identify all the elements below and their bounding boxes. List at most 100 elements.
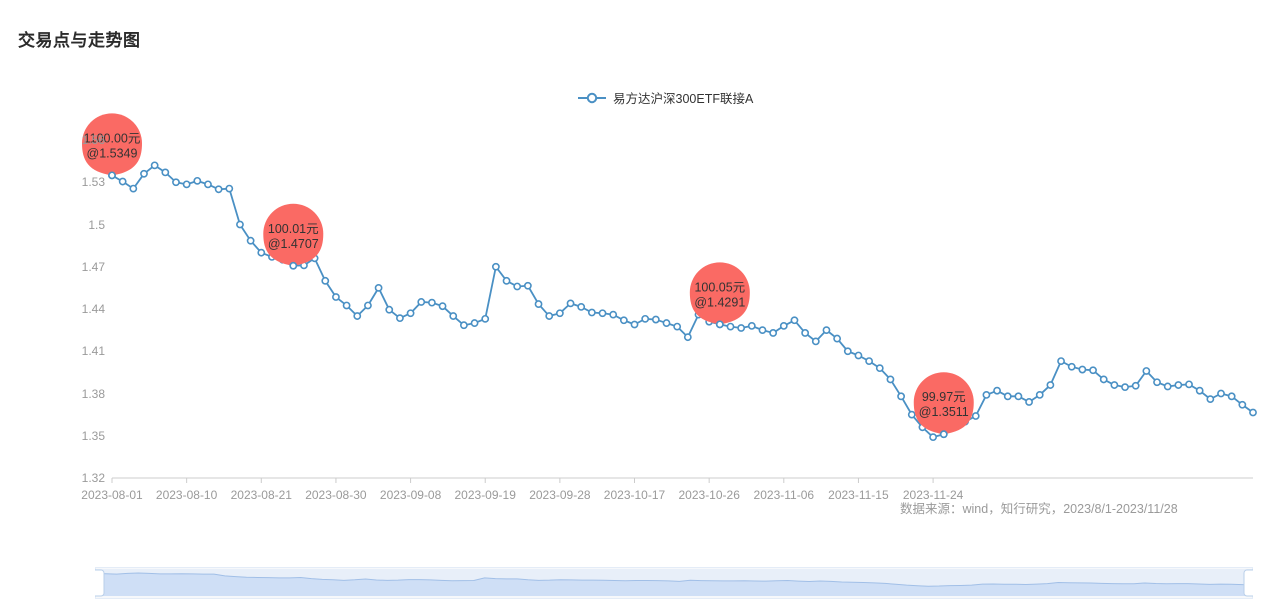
data-point[interactable]	[257, 248, 266, 257]
data-point[interactable]	[875, 364, 884, 373]
data-point[interactable]	[1131, 381, 1140, 390]
data-point[interactable]	[406, 309, 415, 318]
data-point[interactable]	[246, 236, 255, 245]
data-point[interactable]	[758, 326, 767, 335]
data-point[interactable]	[396, 314, 404, 323]
data-point[interactable]	[491, 262, 500, 271]
trade-marker-pin[interactable]: 100.05元@1.4291	[689, 262, 750, 325]
data-point[interactable]	[982, 391, 991, 399]
trade-marker-pin[interactable]: 100.01元@1.4707	[263, 203, 324, 266]
data-point[interactable]	[1185, 380, 1193, 389]
trade-marker-pin[interactable]: 99.97元@1.3511	[913, 372, 974, 435]
data-point[interactable]	[545, 312, 554, 320]
data-point[interactable]	[182, 180, 191, 189]
data-point[interactable]	[854, 351, 863, 360]
data-point[interactable]	[1003, 392, 1012, 401]
data-point[interactable]	[779, 321, 788, 330]
data-point[interactable]	[897, 392, 905, 401]
data-point[interactable]	[534, 300, 543, 308]
trade-anchor-point[interactable]	[108, 171, 116, 180]
data-point[interactable]	[523, 281, 532, 290]
data-point[interactable]	[747, 321, 756, 330]
data-point[interactable]	[214, 185, 223, 194]
data-point[interactable]	[833, 334, 842, 343]
trade-marker-pin[interactable]: 1100.00元@1.5349	[82, 113, 142, 176]
data-point[interactable]	[673, 322, 682, 331]
data-point[interactable]	[726, 322, 735, 331]
data-point[interactable]	[417, 298, 426, 306]
data-point[interactable]	[1067, 362, 1076, 371]
data-point[interactable]	[630, 320, 639, 329]
trade-anchor-point[interactable]	[289, 261, 298, 270]
data-point[interactable]	[555, 309, 564, 318]
data-point[interactable]	[1227, 392, 1236, 401]
data-point[interactable]	[929, 433, 937, 442]
datazoom-slider[interactable]	[95, 567, 1253, 599]
data-point[interactable]	[225, 184, 234, 193]
data-point[interactable]	[150, 161, 159, 170]
data-point[interactable]	[662, 319, 671, 327]
data-point[interactable]	[118, 177, 127, 186]
data-point[interactable]	[481, 314, 490, 323]
data-point[interactable]	[459, 321, 468, 330]
data-point[interactable]	[374, 283, 383, 292]
data-point[interactable]	[1046, 381, 1055, 389]
data-point[interactable]	[1238, 400, 1247, 409]
data-point[interactable]	[140, 169, 148, 178]
data-point[interactable]	[428, 298, 436, 307]
data-point[interactable]	[843, 347, 852, 356]
data-point[interactable]	[449, 312, 458, 320]
data-point[interactable]	[865, 357, 874, 366]
data-point[interactable]	[811, 337, 820, 346]
data-point[interactable]	[886, 375, 895, 384]
data-point[interactable]	[822, 326, 831, 335]
data-point[interactable]	[204, 180, 212, 189]
data-point[interactable]	[161, 168, 170, 177]
data-point[interactable]	[1249, 408, 1257, 417]
data-point[interactable]	[1035, 391, 1044, 399]
data-point[interactable]	[364, 301, 372, 310]
data-point[interactable]	[993, 386, 1001, 395]
trade-anchor-point[interactable]	[939, 430, 948, 439]
data-point[interactable]	[1110, 381, 1119, 389]
data-point[interactable]	[1217, 389, 1225, 398]
datazoom-left-handle[interactable]	[95, 569, 105, 597]
data-point[interactable]	[651, 315, 660, 324]
data-point[interactable]	[1153, 378, 1161, 387]
chart-legend[interactable]: 易方达沪深300ETF联接A	[578, 88, 753, 107]
data-point[interactable]	[502, 276, 511, 285]
data-point[interactable]	[683, 333, 692, 342]
data-point[interactable]	[129, 184, 138, 193]
data-point[interactable]	[1206, 395, 1215, 404]
data-point[interactable]	[321, 276, 330, 285]
data-point[interactable]	[801, 329, 810, 337]
data-point[interactable]	[353, 312, 362, 320]
data-point[interactable]	[1163, 382, 1172, 391]
data-point[interactable]	[438, 302, 447, 311]
data-point[interactable]	[1078, 365, 1087, 374]
trade-anchor-point[interactable]	[715, 320, 724, 329]
datazoom-right-handle[interactable]	[1243, 569, 1253, 597]
data-point[interactable]	[1057, 357, 1065, 366]
data-point[interactable]	[385, 305, 394, 314]
data-point[interactable]	[641, 314, 650, 323]
data-point[interactable]	[1025, 398, 1033, 406]
data-point[interactable]	[790, 316, 799, 325]
data-point[interactable]	[769, 329, 778, 337]
data-point[interactable]	[1174, 381, 1183, 389]
data-point[interactable]	[342, 301, 351, 310]
datazoom-selected-window[interactable]	[95, 569, 1253, 596]
data-point[interactable]	[332, 293, 340, 301]
data-point[interactable]	[971, 412, 980, 420]
data-point[interactable]	[1014, 392, 1023, 401]
data-point[interactable]	[598, 309, 607, 318]
data-point[interactable]	[1121, 383, 1129, 392]
data-point[interactable]	[470, 319, 479, 327]
data-point[interactable]	[1195, 386, 1204, 395]
data-point[interactable]	[1099, 375, 1108, 384]
data-point[interactable]	[172, 178, 180, 187]
data-point[interactable]	[1142, 367, 1151, 375]
data-point[interactable]	[236, 220, 244, 229]
data-point[interactable]	[566, 299, 575, 308]
data-point[interactable]	[619, 316, 628, 325]
